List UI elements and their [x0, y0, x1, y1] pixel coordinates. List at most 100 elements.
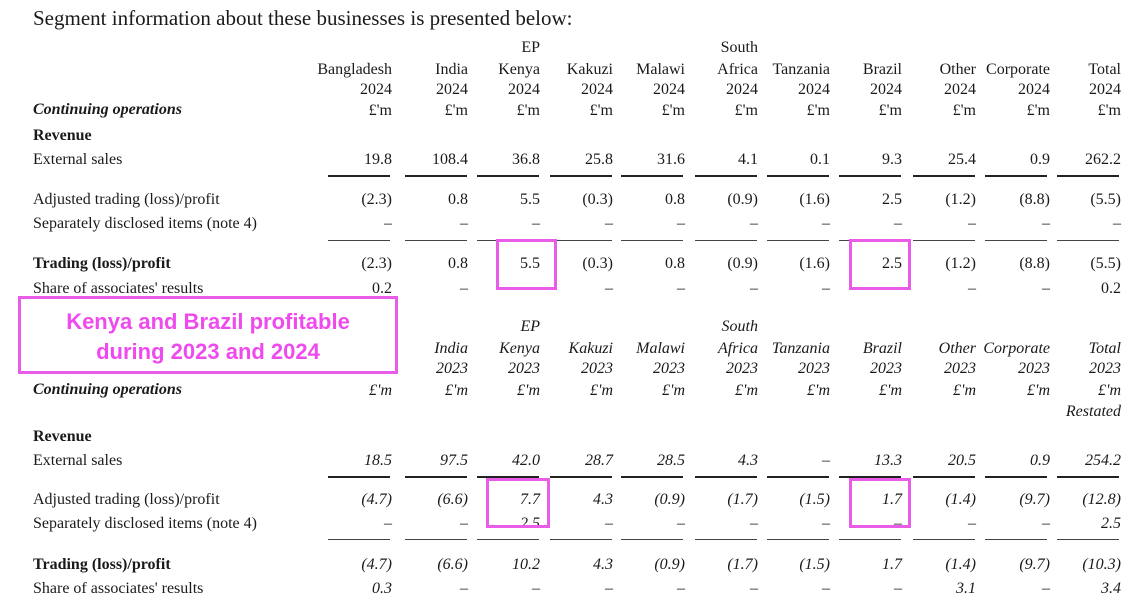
cell-external-sales: 4.3 [738, 452, 758, 469]
cell-adjusted: (6.6) [437, 491, 468, 508]
rule-after-external-sales [477, 476, 539, 478]
column-header-year: 2024 [870, 81, 902, 98]
rule-after-separately-disclosed [621, 539, 683, 540]
row-label-separately: Separately disclosed items (note 4) [33, 515, 257, 532]
rule-after-separately-disclosed [550, 240, 612, 241]
cell-trading: 4.3 [593, 556, 613, 573]
cell-associates: – [460, 280, 468, 297]
cell-adjusted: (12.8) [1082, 491, 1121, 508]
cell-trading: 5.5 [520, 255, 540, 272]
cell-external-sales: 28.5 [657, 452, 685, 469]
cell-associates: 0.2 [1101, 280, 1121, 297]
row-label-associates: Share of associates' results [33, 280, 204, 297]
row-label-trading: Trading (loss)/profit [33, 556, 171, 573]
rule-after-separately-disclosed [839, 539, 901, 540]
cell-separately: – [677, 215, 685, 232]
cell-trading: (10.3) [1082, 556, 1121, 573]
row-label-separately: Separately disclosed items (note 4) [33, 215, 257, 232]
cell-adjusted: (1.4) [945, 491, 976, 508]
column-header-unit: £'m [806, 102, 830, 119]
column-header-year: 2023 [653, 360, 685, 377]
rule-after-separately-disclosed [1057, 539, 1119, 540]
cell-adjusted: 2.5 [882, 191, 902, 208]
cell-external-sales: 19.8 [364, 151, 392, 168]
rule-after-separately-disclosed [695, 539, 757, 540]
rule-after-separately-disclosed [405, 539, 467, 540]
cell-separately: – [605, 215, 613, 232]
cell-adjusted: (5.5) [1090, 191, 1121, 208]
column-header-unit: £'m [735, 382, 758, 399]
annotation-callout: Kenya and Brazil profitable during 2023 … [18, 296, 398, 374]
column-header-year: 2024 [360, 81, 392, 98]
cell-separately: – [822, 515, 830, 532]
section-label-continuing-operations: Continuing operations [33, 381, 182, 398]
cell-external-sales: 31.6 [657, 151, 685, 168]
cell-adjusted: (9.7) [1019, 491, 1050, 508]
rule-after-external-sales [1057, 476, 1119, 478]
cell-separately: – [460, 515, 468, 532]
column-header-name: Malawi [636, 61, 685, 78]
column-header-year: 2024 [581, 81, 613, 98]
column-header-unit: £'m [734, 102, 758, 119]
cell-trading: (1.6) [799, 255, 830, 272]
column-header-name: Kenya [498, 61, 540, 78]
cell-adjusted: (1.5) [799, 491, 830, 508]
cell-associates: – [460, 580, 468, 597]
revenue-label: Revenue [33, 428, 92, 445]
column-header-year: 2023 [1018, 360, 1050, 377]
cell-external-sales: 262.2 [1085, 151, 1121, 168]
cell-separately: – [1113, 215, 1121, 232]
page-heading: Segment information about these business… [33, 6, 573, 30]
column-header-name: Corporate [983, 340, 1050, 357]
restated-note: Restated [1065, 403, 1121, 420]
cell-associates: – [750, 580, 758, 597]
column-header-year: 2023 [798, 360, 830, 377]
cell-adjusted: 1.7 [882, 491, 902, 508]
cell-external-sales: 28.7 [585, 452, 613, 469]
cell-separately: – [822, 215, 830, 232]
column-header-line1: South [720, 39, 758, 56]
rule-after-external-sales [985, 476, 1047, 478]
rule-after-external-sales [913, 476, 975, 478]
cell-trading: (1.5) [799, 556, 830, 573]
column-header-name: Bangladesh [317, 61, 392, 78]
rule-after-separately-disclosed [1057, 240, 1119, 241]
cell-trading: (9.7) [1019, 556, 1050, 573]
rule-after-external-sales [839, 175, 901, 177]
callout-line-1: Kenya and Brazil profitable [66, 309, 350, 334]
cell-associates: 3.1 [956, 580, 976, 597]
cell-separately: – [750, 215, 758, 232]
column-header-name: Tanzania [771, 340, 830, 357]
rule-after-external-sales [550, 175, 612, 177]
callout-line-2: during 2023 and 2024 [96, 339, 320, 364]
cell-trading: (6.6) [437, 556, 468, 573]
cell-associates: – [605, 280, 613, 297]
cell-trading: (5.5) [1090, 255, 1121, 272]
rule-after-separately-disclosed [328, 539, 390, 540]
rule-after-external-sales [477, 175, 539, 177]
cell-adjusted: (4.7) [361, 491, 392, 508]
rule-after-external-sales [985, 175, 1047, 177]
column-header-unit: £'m [953, 382, 976, 399]
highlight-brazil-2024 [849, 239, 911, 290]
cell-trading: 0.8 [448, 255, 468, 272]
column-header-year: 2024 [798, 81, 830, 98]
cell-adjusted: (2.3) [361, 191, 392, 208]
cell-external-sales: 97.5 [440, 452, 468, 469]
column-header-unit: £'m [661, 102, 685, 119]
cell-adjusted: 0.8 [665, 191, 685, 208]
cell-separately: – [968, 215, 976, 232]
row-label-external-sales: External sales [33, 452, 123, 469]
highlight-kenya-2024 [496, 239, 557, 290]
cell-external-sales: 0.9 [1030, 151, 1050, 168]
cell-external-sales: 20.5 [948, 452, 976, 469]
highlight-brazil-2023 [849, 478, 911, 528]
rule-after-external-sales [767, 476, 829, 478]
rule-after-external-sales [839, 476, 901, 478]
cell-trading: (1.2) [945, 255, 976, 272]
column-header-line1: EP [521, 39, 540, 56]
column-header-name: Brazil [862, 61, 902, 78]
rule-after-separately-disclosed [405, 240, 467, 241]
row-label-adjusted: Adjusted trading (loss)/profit [33, 191, 220, 208]
rule-after-external-sales [328, 476, 390, 478]
